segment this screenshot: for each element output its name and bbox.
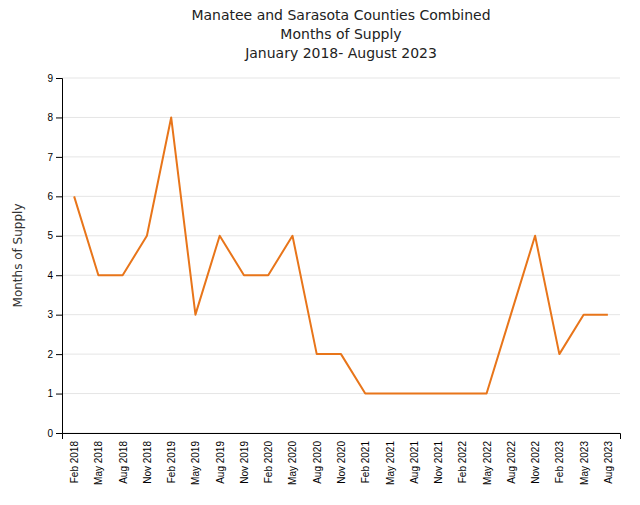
y-axis: 0 1 2 3 4 5 6 7 8 9 [47, 73, 62, 439]
x-tick-label: Nov 2018 [142, 441, 153, 484]
title: Manatee and Sarasota Counties Combined Mo… [191, 7, 490, 61]
plot-area: 0 1 2 3 4 5 6 7 8 9 Feb 2018 May 2018 Aug 2018 Nov 20… [47, 73, 620, 485]
x-tick: Aug 2023 [603, 441, 614, 484]
y-tick: 4 [47, 270, 62, 281]
x-tick-label: May 2019 [190, 441, 201, 485]
chart: 0 1 2 3 4 5 6 7 8 9 Feb 2018 May 2018 Aug 2018 Nov 20… [0, 0, 640, 505]
x-tick: Feb 2022 [457, 441, 468, 484]
grid [62, 78, 620, 433]
grid-line [62, 314, 620, 315]
x-tick-label: May 2018 [93, 441, 104, 485]
x-tick: May 2019 [190, 441, 201, 485]
marks [74, 117, 608, 393]
y-tick-mark [56, 354, 62, 355]
grid-line [62, 156, 620, 157]
x-tick-label: Aug 2021 [409, 441, 420, 484]
y-tick: 8 [47, 112, 62, 123]
title-line: Manatee and Sarasota Counties Combined [191, 7, 490, 23]
y-tick-mark [56, 236, 62, 237]
y-tick-label: 4 [47, 270, 53, 281]
y-tick: 2 [47, 349, 62, 360]
x-tick-label: Feb 2018 [69, 441, 80, 484]
y-tick-mark [56, 275, 62, 276]
grid-line [62, 78, 620, 79]
x-tick: Aug 2022 [506, 441, 517, 484]
title-line: January 2018- August 2023 [244, 45, 437, 61]
y-tick-label: 8 [47, 112, 53, 123]
y-axis-title: Months of Supply [11, 204, 25, 308]
x-tick: May 2023 [579, 441, 590, 485]
x-tick-label: Aug 2020 [312, 441, 323, 484]
x-tick: Feb 2020 [263, 441, 274, 484]
x-tick-label: Aug 2018 [118, 441, 129, 484]
y-tick: 9 [47, 73, 62, 84]
x-axis: Feb 2018 May 2018 Aug 2018 Nov 2018 Feb 2019… [63, 434, 621, 485]
y-tick: 0 [47, 428, 62, 439]
x-tick: Nov 2019 [239, 441, 250, 484]
y-tick-mark [56, 196, 62, 197]
title-line: Months of Supply [280, 26, 401, 42]
y-tick: 6 [47, 191, 62, 202]
y-tick: 5 [47, 230, 62, 241]
x-tick-label: Nov 2021 [433, 441, 444, 484]
y-tick-label: 3 [47, 309, 53, 320]
grid-line [62, 196, 620, 197]
x-tick-label: May 2023 [579, 441, 590, 485]
x-axis-line [63, 434, 621, 440]
y-tick: 7 [47, 152, 62, 163]
x-tick-label: Feb 2019 [166, 441, 177, 484]
x-tick: Nov 2020 [336, 441, 347, 484]
x-tick: Nov 2022 [530, 441, 541, 484]
x-tick-label: Aug 2022 [506, 441, 517, 484]
x-tick-label: Aug 2023 [603, 441, 614, 484]
x-tick: Feb 2023 [554, 441, 565, 484]
grid-line [62, 393, 620, 394]
y-axis-line [56, 79, 63, 434]
x-tick-label: Feb 2020 [263, 441, 274, 484]
y-tick-label: 0 [47, 428, 53, 439]
x-tick-label: Nov 2020 [336, 441, 347, 484]
x-tick: Aug 2021 [409, 441, 420, 484]
y-tick-mark [56, 394, 62, 395]
x-tick: May 2021 [385, 441, 396, 485]
x-tick: Aug 2018 [118, 441, 129, 484]
grid-line [62, 275, 620, 276]
x-tick-label: May 2022 [482, 441, 493, 485]
x-tick: Feb 2021 [360, 441, 371, 484]
x-tick: Nov 2021 [433, 441, 444, 484]
x-tick: Feb 2018 [69, 441, 80, 484]
x-tick-label: Nov 2019 [239, 441, 250, 484]
x-tick-label: May 2020 [287, 441, 298, 485]
y-tick-mark [56, 117, 62, 118]
y-tick-label: 1 [47, 388, 53, 399]
y-tick-mark [56, 433, 62, 434]
y-tick-label: 7 [47, 152, 53, 163]
grid-line [62, 117, 620, 118]
y-tick-label: 5 [47, 230, 53, 241]
x-tick-label: Feb 2021 [360, 441, 371, 484]
y-tick-label: 9 [47, 73, 53, 84]
x-tick: Feb 2019 [166, 441, 177, 484]
x-tick-label: May 2021 [385, 441, 396, 485]
x-tick-label: Feb 2023 [554, 441, 565, 484]
x-tick: May 2020 [287, 441, 298, 485]
x-tick: Aug 2019 [215, 441, 226, 484]
y-tick: 3 [47, 309, 62, 320]
y-tick-label: 6 [47, 191, 53, 202]
y-tick: 1 [47, 388, 62, 399]
y-tick-label: 2 [47, 349, 53, 360]
x-tick-label: Feb 2022 [457, 441, 468, 484]
x-tick: Nov 2018 [142, 441, 153, 484]
x-tick-label: Aug 2019 [215, 441, 226, 484]
y-tick-mark [56, 157, 62, 158]
x-tick-label: Nov 2022 [530, 441, 541, 484]
y-tick-mark [56, 315, 62, 316]
x-tick: May 2018 [93, 441, 104, 485]
y-tick-mark [56, 78, 62, 79]
line [74, 117, 608, 393]
x-tick: Aug 2020 [312, 441, 323, 484]
x-tick: May 2022 [482, 441, 493, 485]
